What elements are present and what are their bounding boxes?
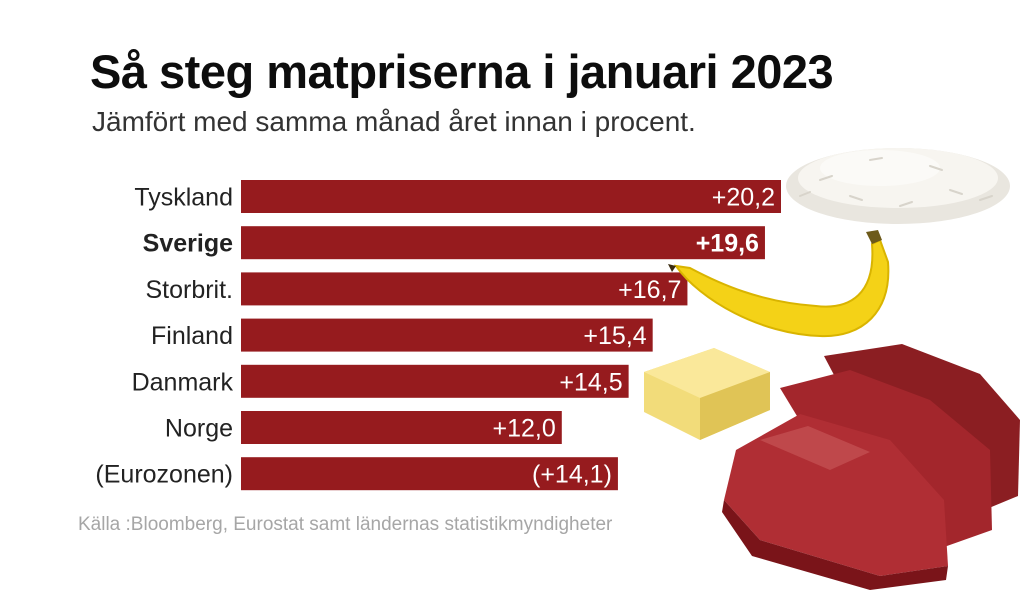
source-note: Källa :Bloomberg, Eurostat samt länderna… bbox=[78, 514, 613, 535]
bars-layer: Tyskland +20,2 Sverige +19,6 Storbrit. +16,7 F… bbox=[95, 180, 781, 491]
category-label: (Eurozonen) bbox=[95, 461, 233, 489]
bar-4 bbox=[241, 364, 629, 398]
chart-subtitle: Jämfört med samma månad året innan i pro… bbox=[92, 106, 696, 137]
category-label: Tyskland bbox=[134, 184, 233, 212]
chart-title: Så steg matpriserna i januari 2023 bbox=[90, 45, 834, 98]
value-label: +19,6 bbox=[696, 230, 759, 258]
bar-1 bbox=[241, 226, 765, 260]
bar-6 bbox=[241, 457, 618, 491]
value-label: +12,0 bbox=[493, 415, 556, 443]
category-label: Finland bbox=[151, 322, 233, 350]
butter-icon bbox=[644, 348, 770, 440]
category-label: Sverige bbox=[143, 230, 233, 258]
category-label: Danmark bbox=[132, 368, 234, 396]
category-label: Storbrit. bbox=[145, 276, 233, 304]
value-label: +20,2 bbox=[712, 184, 775, 212]
banana-icon bbox=[668, 230, 890, 338]
bar-5 bbox=[241, 411, 562, 444]
value-label: +15,4 bbox=[583, 322, 646, 350]
value-label: +16,7 bbox=[618, 276, 681, 304]
category-label: Norge bbox=[165, 415, 233, 443]
value-label: +14,5 bbox=[559, 368, 622, 396]
bar-2 bbox=[241, 272, 688, 306]
value-label: (+14,1) bbox=[532, 461, 612, 489]
rice-icon bbox=[786, 148, 1010, 224]
bar-0 bbox=[241, 180, 781, 213]
meat-icon bbox=[722, 344, 1020, 590]
bar-3 bbox=[241, 318, 653, 352]
